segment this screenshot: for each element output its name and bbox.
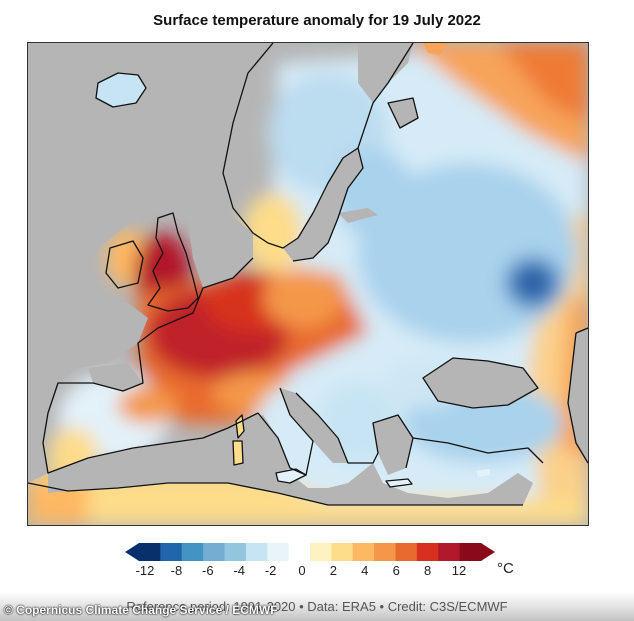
colorbar-max-arrow (481, 543, 495, 561)
colorbar-cell (416, 543, 439, 561)
colorbar-tick-label: 8 (423, 563, 432, 578)
colorbar-cell (459, 543, 482, 561)
anomaly-map (27, 42, 589, 526)
colorbar-cell (181, 543, 204, 561)
colorbar-cell (374, 543, 396, 561)
colorbar-cell (331, 543, 354, 561)
colorbar-tick-label: -12 (135, 563, 155, 578)
colorbar-cell (139, 543, 161, 561)
colorbar-cell (352, 543, 375, 561)
colorbar-unit: °C (497, 560, 514, 577)
colorbar-cell (245, 543, 268, 561)
colorbar-cell (160, 543, 183, 561)
colorbar-cell (438, 543, 461, 561)
colorbar-tick-label: -2 (264, 563, 277, 578)
colorbar-tick-label: 0 (298, 563, 306, 578)
colorbar-tick-label: 2 (329, 563, 338, 578)
colorbar-min-arrow (125, 543, 139, 561)
colorbar-cell (203, 543, 225, 561)
colorbar-tick-label: -4 (233, 563, 245, 578)
colorbar-tick-label: 12 (451, 563, 467, 578)
colorbar-cell (267, 543, 290, 561)
colorbar-tick-label: 6 (392, 563, 400, 578)
coastlines (28, 43, 588, 506)
map-title: Surface temperature anomaly for 19 July … (153, 12, 481, 29)
colorbar (125, 543, 495, 561)
colorbar-cell (288, 543, 311, 561)
colorbar-cell (224, 543, 247, 561)
colorbar-cell (395, 543, 418, 561)
footer-overlay (0, 592, 634, 621)
colorbar-tick-label: -6 (202, 563, 214, 578)
colorbar-cell (310, 543, 332, 561)
sea-mask (28, 43, 588, 505)
islands (96, 43, 490, 487)
reference-credit-line: Reference period: 1991-2020 • Data: ERA5… (126, 599, 508, 614)
colorbar-tick-label: 4 (361, 563, 369, 578)
colorbar-tick-label: -8 (170, 563, 183, 578)
copyright-watermark: © Copernicus Climate Change Service / EC… (4, 603, 278, 617)
